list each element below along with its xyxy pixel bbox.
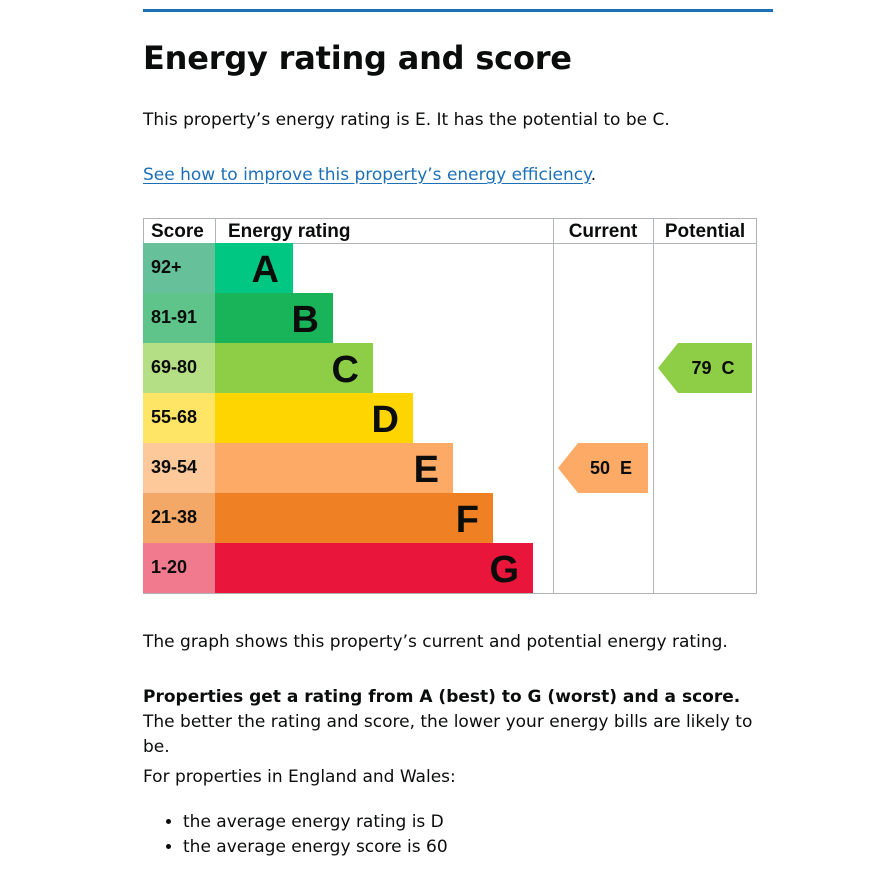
score-range-b: 81-91 — [151, 307, 197, 327]
current-rating-label: 50 E — [590, 458, 632, 478]
page-title: Energy rating and score — [143, 39, 572, 77]
rating-letter-a: A — [252, 249, 279, 291]
potential-rating-arrow — [658, 343, 752, 393]
rating-letter-d: D — [372, 399, 399, 441]
rating-bar-g — [215, 543, 533, 593]
rating-letter-c: C — [332, 349, 359, 391]
rating-explanation-rest: The better the rating and score, the low… — [143, 712, 753, 757]
energy-rating-chart: Score Energy rating Current Potential 92+ A 81… — [143, 218, 757, 594]
rating-bar-e — [215, 443, 453, 493]
top-rule — [143, 9, 773, 12]
rating-bar-b — [215, 293, 333, 343]
current-rating-arrow — [558, 443, 648, 493]
improve-link[interactable]: See how to improve this property’s energ… — [143, 165, 591, 185]
score-range-f: 21-38 — [151, 507, 197, 527]
rating-explanation: Properties get a rating from A (best) to… — [143, 685, 773, 760]
rating-bar-f — [215, 493, 493, 543]
rating-bar-d — [215, 393, 413, 443]
intro-text: This property’s energy rating is E. It h… — [143, 110, 670, 130]
score-cell-c — [143, 343, 215, 393]
score-cell-d — [143, 393, 215, 443]
score-range-e: 39-54 — [151, 457, 197, 477]
list-item: the average energy score is 60 — [183, 835, 773, 860]
improve-suffix: . — [590, 165, 597, 185]
score-cell-a — [143, 243, 215, 293]
rating-letter-g: G — [489, 549, 519, 591]
rating-letter-e: E — [414, 449, 439, 491]
score-range-c: 69-80 — [151, 357, 197, 377]
region-intro: For properties in England and Wales: — [143, 767, 456, 787]
header-score: Score — [151, 221, 204, 242]
rating-letter-b: B — [292, 299, 319, 341]
graph-caption: The graph shows this property’s current … — [143, 632, 728, 652]
header-potential: Potential — [665, 221, 745, 242]
score-range-d: 55-68 — [151, 407, 197, 427]
score-range-g: 1-20 — [151, 557, 187, 577]
score-range-a: 92+ — [151, 257, 182, 277]
rating-bar-a — [215, 243, 293, 293]
rating-explanation-bold: Properties get a rating from A (best) to… — [143, 687, 741, 707]
averages-list: the average energy rating is D the avera… — [143, 810, 773, 860]
header-current: Current — [569, 221, 638, 242]
score-cell-e — [143, 443, 215, 493]
rating-bar-c — [215, 343, 373, 393]
header-energy-rating: Energy rating — [228, 221, 350, 242]
score-cell-g — [143, 543, 215, 593]
rating-letter-f: F — [456, 499, 479, 541]
score-cell-b — [143, 293, 215, 343]
score-cell-f — [143, 493, 215, 543]
potential-rating-label: 79 C — [691, 358, 734, 378]
improve-paragraph: See how to improve this property’s energ… — [143, 163, 773, 188]
list-item: the average energy rating is D — [183, 810, 773, 835]
